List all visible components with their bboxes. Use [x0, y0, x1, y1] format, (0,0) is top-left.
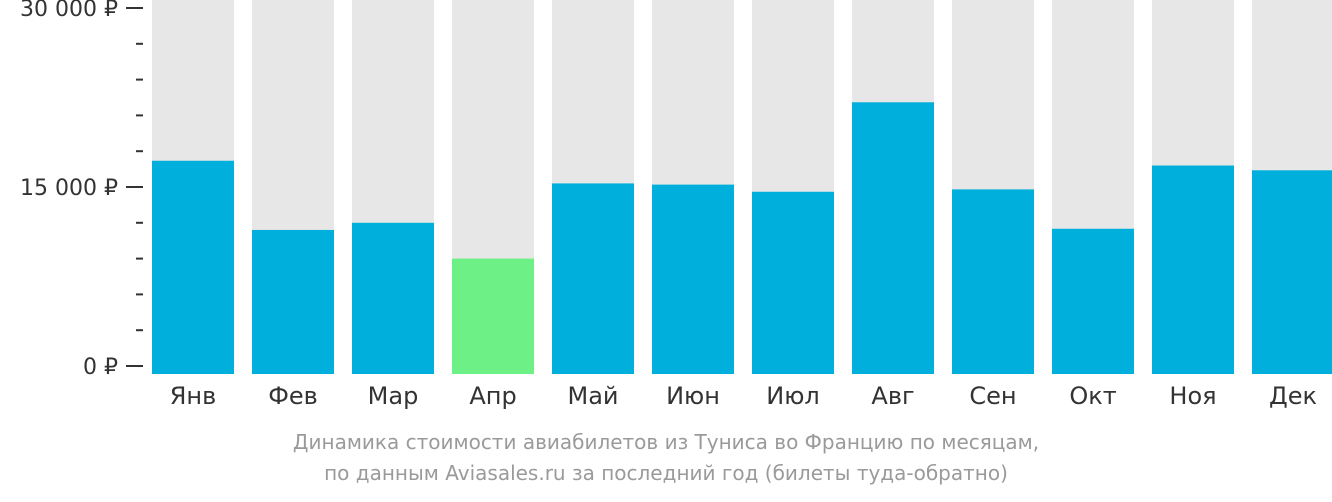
bar-12	[1252, 170, 1332, 374]
bar-7	[752, 191, 834, 374]
x-category-label: Янв	[170, 382, 217, 410]
bar-6	[652, 184, 734, 374]
x-category-label: Апр	[469, 382, 516, 410]
bar-10	[1052, 228, 1134, 374]
x-category-label: Июл	[766, 382, 820, 410]
x-category-label: Фев	[268, 382, 318, 410]
x-category-label: Окт	[1069, 382, 1116, 410]
y-tick-label: 0 ₽	[83, 355, 118, 380]
bar-11	[1152, 165, 1234, 374]
x-category-label: Дек	[1269, 382, 1317, 410]
chart-caption-line-1: Динамика стоимости авиабилетов из Туниса…	[292, 430, 1040, 454]
x-category-label: Июн	[666, 382, 720, 410]
bar-5	[552, 183, 634, 374]
bar-4	[452, 258, 534, 374]
x-category-label: Мар	[368, 382, 419, 410]
bar-9	[952, 189, 1034, 374]
bar-8	[852, 102, 934, 375]
chart-caption-line-2: по данным Aviasales.ru за последний год …	[324, 461, 1008, 485]
y-tick-label: 15 000 ₽	[20, 176, 118, 201]
bar-2	[252, 229, 334, 374]
x-category-label: Ноя	[1169, 382, 1216, 410]
y-tick-label: 30 000 ₽	[20, 0, 118, 22]
bar-3	[352, 222, 434, 374]
x-category-label: Май	[567, 382, 618, 410]
x-category-label: Сен	[969, 382, 1016, 410]
x-category-label: Авг	[871, 382, 914, 410]
bar-1	[152, 160, 234, 374]
price-bar-chart: 0 ₽ 15 000 ₽ 30 000 ₽ Янв Фев Мар Апр Май Июн Июл…	[20, 0, 1332, 410]
